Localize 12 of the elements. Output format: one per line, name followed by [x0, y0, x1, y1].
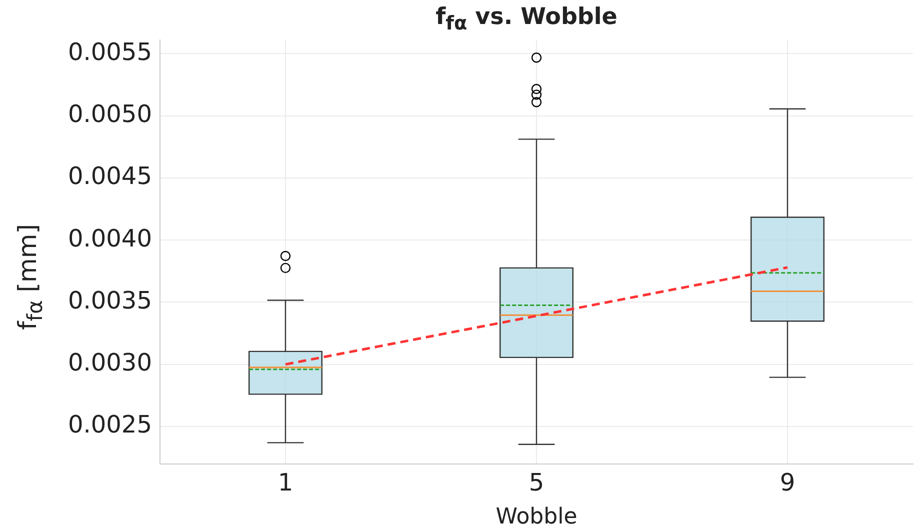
y-tick-label: 0.0030: [68, 348, 152, 377]
y-tick-label: 0.0035: [68, 286, 152, 314]
x-tick-label: 1: [278, 468, 294, 496]
y-tick-label: 0.0040: [68, 224, 152, 252]
y-tick-label: 0.0045: [68, 162, 152, 190]
y-tick-label: 0.0055: [68, 38, 152, 66]
chart-title: f$_{fα}$ vs. Wobble: [434, 4, 618, 35]
x-tick-label: 5: [528, 468, 544, 496]
x-tick-label: 9: [780, 468, 796, 496]
y-tick-label: 0.0050: [68, 100, 152, 128]
x-axis-title: Wobble: [496, 504, 578, 530]
y-tick-label: 0.0025: [68, 410, 152, 439]
